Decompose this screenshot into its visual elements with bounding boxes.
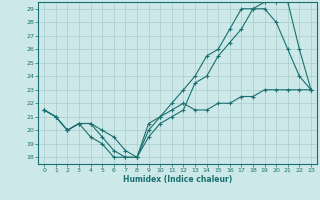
X-axis label: Humidex (Indice chaleur): Humidex (Indice chaleur) bbox=[123, 175, 232, 184]
